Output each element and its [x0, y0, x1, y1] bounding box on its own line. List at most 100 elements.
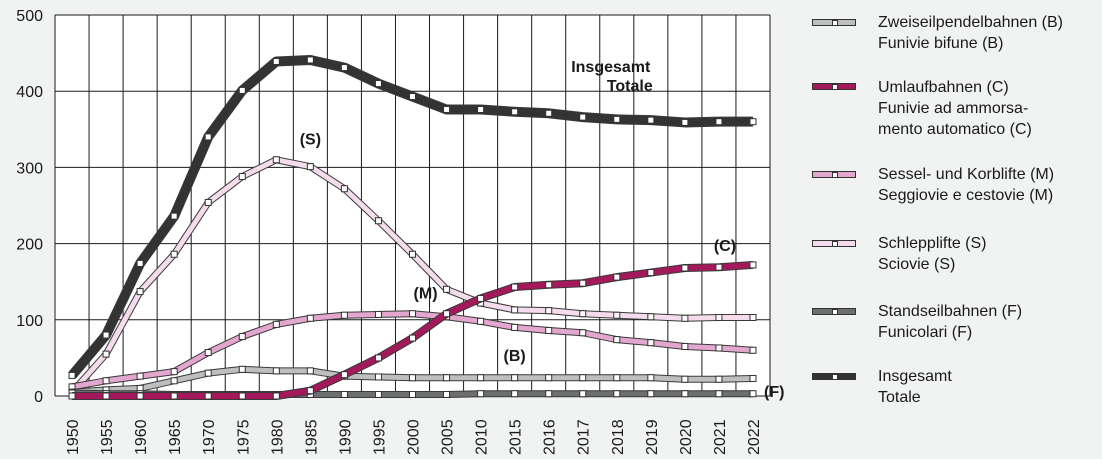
data-point-T: [136, 259, 144, 267]
data-point-S: [409, 250, 416, 258]
x-tick-label: 1950: [65, 419, 82, 455]
data-point-B: [170, 377, 178, 385]
data-point-C: [545, 281, 553, 289]
data-point-F: [579, 390, 587, 398]
data-point-C: [579, 279, 587, 287]
data-point-F: [647, 390, 655, 398]
data-point-T: [715, 118, 723, 126]
y-tick-label: 300: [16, 160, 43, 177]
data-point-T: [238, 86, 246, 94]
data-point-T: [170, 212, 178, 220]
data-point-S: [613, 311, 621, 319]
data-point-B: [545, 374, 553, 382]
legend-label-1: Schlepplifte (S): [878, 235, 987, 252]
data-point-F: [511, 390, 519, 398]
data-point-S: [545, 307, 553, 315]
data-point-C: [477, 294, 485, 302]
data-point-M: [238, 333, 246, 341]
data-point-C: [511, 283, 519, 291]
data-point-T: [511, 108, 519, 116]
data-point-B: [613, 374, 621, 382]
data-point-T: [204, 133, 212, 141]
data-point-C: [68, 392, 76, 400]
x-tick-label: 1975: [235, 419, 252, 455]
data-point-C: [374, 354, 382, 362]
data-point-M: [681, 342, 689, 350]
data-point-F: [443, 390, 451, 398]
legend-swatch-total: [812, 373, 856, 380]
data-point-S: [238, 173, 246, 181]
x-tick-label: 2018: [610, 419, 627, 455]
x-tick-label: 2000: [406, 419, 423, 455]
y-tick-label: 0: [34, 389, 43, 406]
x-tick-label: 2019: [644, 419, 661, 455]
data-point-S: [443, 285, 451, 293]
data-point-T: [681, 118, 689, 126]
data-point-S: [340, 185, 348, 193]
legend-swatch-standseil: [812, 308, 856, 315]
data-point-T: [306, 56, 314, 64]
data-point-B: [238, 365, 246, 373]
x-tick-label: 2015: [508, 419, 525, 455]
data-point-F: [715, 390, 723, 398]
x-tick-label: 2017: [576, 419, 593, 455]
data-point-T: [68, 371, 76, 379]
data-point-S: [204, 198, 212, 206]
data-point-C: [170, 392, 178, 400]
x-tick-label: 1995: [371, 419, 388, 455]
data-point-F: [477, 390, 485, 398]
legend-swatch-sessel: [812, 171, 856, 178]
x-tick-label: 1980: [269, 419, 286, 455]
data-point-F: [681, 390, 689, 398]
data-point-M: [715, 344, 723, 352]
data-point-M: [545, 326, 553, 334]
data-point-C: [409, 334, 416, 342]
data-point-S: [306, 163, 314, 171]
data-point-M: [340, 311, 348, 319]
annotation-total-1: Insgesamt: [571, 59, 651, 76]
x-tick-label: 2005: [440, 419, 457, 455]
data-point-S: [681, 314, 689, 322]
data-point-M: [647, 339, 655, 347]
legend-label-2: Funicolari (F): [878, 324, 973, 341]
annotation-c: (C): [714, 238, 736, 255]
data-point-C: [136, 392, 144, 400]
data-point-F: [545, 390, 553, 398]
data-point-C: [272, 392, 280, 400]
x-tick-label: 1965: [167, 419, 184, 455]
legend-label-2: Funivie ad ammorsa-: [878, 100, 1029, 117]
legend-swatch-umlauf: [812, 83, 856, 90]
x-tick-label: 2022: [746, 419, 763, 455]
data-point-T: [647, 116, 655, 124]
data-point-F: [374, 390, 382, 398]
data-point-S: [749, 314, 757, 322]
data-point-B: [579, 374, 587, 382]
y-tick-label: 400: [16, 84, 43, 101]
data-point-S: [170, 250, 178, 258]
data-point-B: [204, 369, 212, 377]
data-point-S: [374, 217, 382, 225]
data-point-M: [409, 310, 416, 318]
data-point-C: [715, 263, 723, 271]
data-point-B: [443, 374, 451, 382]
x-tick-label: 1985: [303, 419, 320, 455]
data-point-T: [579, 113, 587, 121]
data-point-T: [749, 118, 757, 126]
data-point-C: [204, 392, 212, 400]
legend-label-1: Insgesamt: [878, 368, 952, 385]
data-point-B: [272, 367, 280, 375]
annotation-total-2: Totale: [607, 78, 653, 95]
legend-label-2: Sciovie (S): [878, 256, 956, 273]
data-point-T: [374, 80, 382, 88]
legend-label-2: Funivie bifune (B): [878, 35, 1004, 52]
y-tick-label: 200: [16, 237, 43, 254]
data-point-F: [409, 390, 416, 398]
data-point-M: [374, 310, 382, 318]
data-point-F: [340, 390, 348, 398]
x-tick-label: 2010: [474, 419, 491, 455]
annotation-s: (S): [300, 132, 321, 149]
annotation-b: (B): [504, 348, 526, 365]
data-point-B: [306, 367, 314, 375]
legend-label-1: Standseilbahnen (F): [878, 303, 1023, 320]
data-point-M: [102, 377, 110, 385]
